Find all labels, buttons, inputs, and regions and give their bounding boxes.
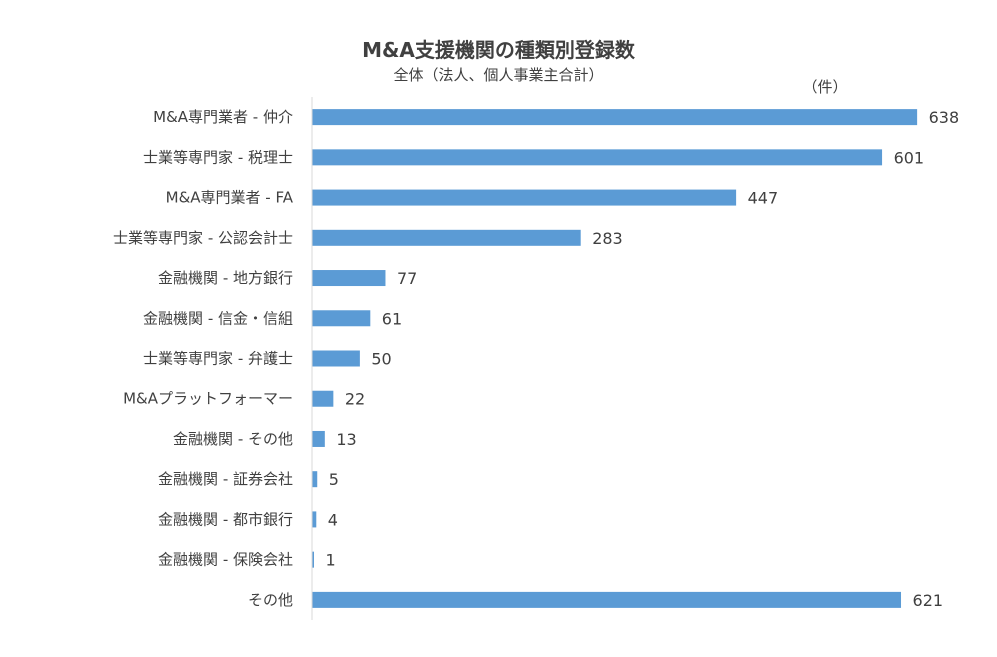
bar [312,350,360,367]
bar [312,430,325,447]
category-label: 士業等専門家 - 公認会計士 [113,229,293,247]
data-label: 5 [329,470,339,489]
category-label: 金融機関 - 保険会社 [158,551,293,569]
bar [312,471,318,488]
data-label: 50 [371,350,391,369]
data-label: 601 [894,148,925,167]
data-label: 22 [345,390,365,409]
category-label: M&A専門業者 - 仲介 [153,108,293,126]
data-label: 447 [748,189,779,208]
data-label: 283 [592,229,623,248]
bar [312,511,317,528]
category-label: 金融機関 - 地方銀行 [158,269,293,287]
category-label: 士業等専門家 - 税理士 [143,148,293,166]
bar [312,390,334,407]
data-label: 77 [397,269,417,288]
data-label: 1 [326,551,336,570]
data-label: 13 [336,430,356,449]
bar [312,149,883,166]
bar [312,270,386,287]
bar [312,229,581,246]
category-label: 金融機関 - 証券会社 [158,470,293,488]
chart-subtitle: 全体（法人、個人事業主合計） [393,66,604,84]
category-label: M&Aプラットフォーマー [123,390,293,408]
category-label: M&A専門業者 - FA [166,189,294,207]
data-label: 4 [328,510,338,529]
data-label: 61 [382,309,402,328]
bar [312,551,314,568]
data-label: 621 [913,591,944,610]
unit-label: （件） [802,78,848,96]
category-label: その他 [248,591,293,609]
data-label: 638 [929,108,960,127]
chart-title: M&A支援機関の種類別登録数 [362,38,635,62]
bar [312,109,918,126]
category-label: 士業等専門家 - 弁護士 [143,350,293,368]
category-label: 金融機関 - 都市銀行 [158,510,293,528]
bar [312,310,371,327]
bar [312,591,902,608]
category-label: 金融機関 - その他 [173,430,293,448]
bar [312,189,737,206]
category-label: 金融機関 - 信金・信組 [143,309,293,327]
